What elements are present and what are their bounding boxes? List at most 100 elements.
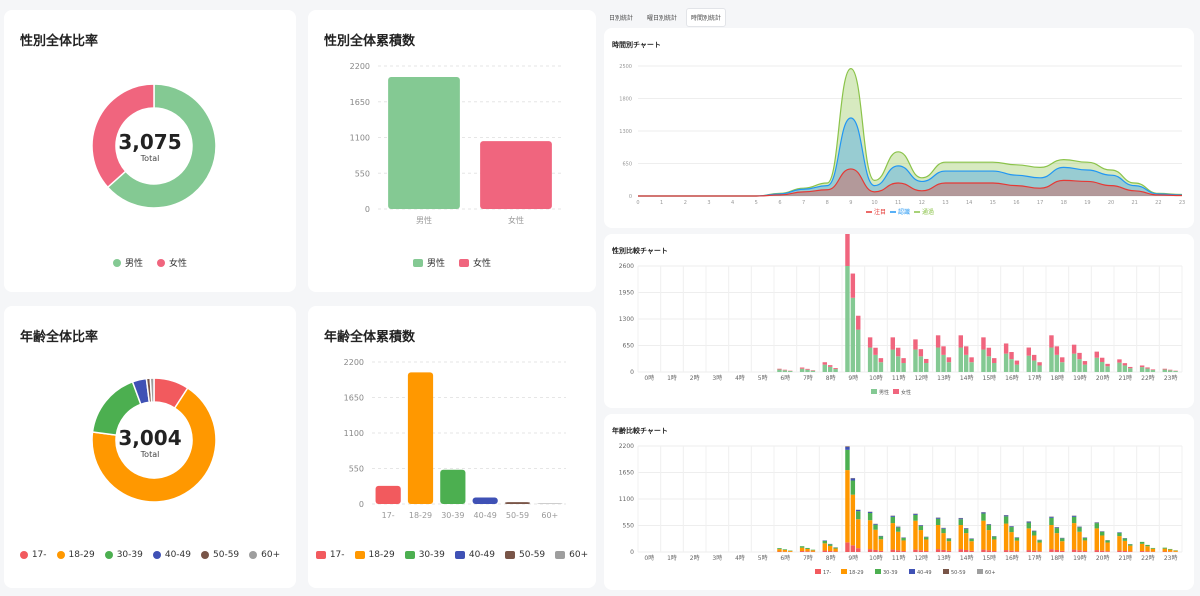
bar-segment[interactable] [1139,551,1145,552]
bar-segment[interactable] [833,368,838,370]
bar-segment[interactable] [918,356,924,372]
bar-segment[interactable] [935,549,941,552]
bar-segment[interactable] [1026,347,1031,356]
series-line[interactable] [638,168,1183,197]
bar-segment[interactable] [845,234,850,266]
bar-segment[interactable] [1128,545,1133,552]
bar-segment[interactable] [918,550,924,552]
bar-segment[interactable] [1099,357,1105,363]
bar-segment[interactable] [946,550,952,552]
bar-segment[interactable] [1031,535,1037,551]
bar-segment[interactable] [1009,359,1014,372]
bar-segment[interactable] [1117,359,1122,363]
bar-segment[interactable] [1145,544,1150,547]
bar-segment[interactable] [1026,528,1031,551]
bar-segment[interactable] [913,514,918,521]
bar-segment[interactable] [1099,362,1105,372]
bar-segment[interactable] [986,550,992,552]
bar-segment[interactable] [1145,546,1150,552]
bar-segment[interactable] [799,367,805,369]
bar-segment[interactable] [1167,548,1173,550]
bar-segment[interactable] [1122,550,1128,552]
bar-segment[interactable] [833,548,838,552]
bar-segment[interactable] [1054,354,1060,372]
bar-segment[interactable] [1014,540,1020,552]
bar-segment[interactable] [777,368,782,370]
bar-segment[interactable] [1139,543,1145,552]
bar-segment[interactable] [822,543,827,551]
bar-segment[interactable] [986,525,992,531]
bar-segment[interactable] [969,362,974,372]
bar-segment[interactable] [1145,367,1150,369]
bar-segment[interactable] [873,529,878,550]
legend-item[interactable]: 40-49 [454,550,495,560]
bar-segment[interactable] [1009,526,1014,528]
bar-segment[interactable] [969,538,974,542]
bar-segment[interactable] [981,349,986,372]
bar-segment[interactable] [1060,357,1065,363]
bar-segment[interactable] [827,366,833,372]
bar-segment[interactable] [1031,531,1037,536]
bar-segment[interactable] [1037,551,1042,552]
bar-segment[interactable] [782,549,788,550]
legend-item[interactable]: 男性 [112,256,143,269]
bar[interactable] [388,77,460,209]
bar-segment[interactable] [963,528,969,530]
bar-segment[interactable] [1037,365,1042,372]
bar-segment[interactable] [799,546,805,548]
bar-segment[interactable] [1082,551,1088,552]
bar-segment[interactable] [1054,549,1060,552]
bar-segment[interactable] [1150,370,1156,372]
bar-segment[interactable] [1122,538,1128,541]
bar-segment[interactable] [878,536,884,540]
bar-segment[interactable] [992,358,997,364]
bar-segment[interactable] [1049,516,1054,518]
bar-segment[interactable] [890,515,895,517]
bar-segment[interactable] [873,549,878,552]
bar-segment[interactable] [958,519,963,526]
bar-segment[interactable] [827,545,833,551]
bar-segment[interactable] [935,518,941,526]
bar-segment[interactable] [878,550,884,552]
legend-label[interactable]: 17- [823,570,831,576]
bar-segment[interactable] [935,335,941,348]
bar-segment[interactable] [1099,550,1105,552]
bar-segment[interactable] [1049,347,1054,372]
bar-segment[interactable] [1071,344,1077,354]
bar-segment[interactable] [1009,532,1014,551]
bar-segment[interactable] [850,545,856,552]
bar-segment[interactable] [1054,533,1060,550]
bar-segment[interactable] [1071,516,1077,524]
bar-segment[interactable] [924,358,929,364]
bar-segment[interactable] [822,550,827,552]
legend-label[interactable]: 男性 [879,389,889,396]
legend-label[interactable]: 30-39 [883,570,898,576]
bar-segment[interactable] [958,335,963,348]
legend-item[interactable]: 18-29 [56,550,95,560]
bar-segment[interactable] [1031,354,1037,361]
bar-segment[interactable] [1162,369,1167,372]
bar-segment[interactable] [969,357,974,363]
bar-segment[interactable] [946,538,952,542]
bar-segment[interactable] [890,516,895,524]
legend-label[interactable]: 注目 [874,208,886,216]
bar-segment[interactable] [1037,540,1042,543]
bar-segment[interactable] [992,551,997,552]
bar-segment[interactable] [867,549,873,552]
tab-daily[interactable]: 日別統計 [604,8,639,27]
bar-segment[interactable] [941,528,946,534]
bar-segment[interactable] [845,542,850,552]
bar-segment[interactable] [895,550,901,552]
bar-segment[interactable] [1099,535,1105,551]
bar-segment[interactable] [986,356,992,372]
bar-segment[interactable] [856,315,861,330]
bar-segment[interactable] [1105,551,1110,552]
bar-segment[interactable] [878,358,884,363]
bar-segment[interactable] [850,273,856,298]
bar-segment[interactable] [1173,550,1178,552]
bar-segment[interactable] [845,266,850,372]
bar-segment[interactable] [1014,360,1020,365]
legend-label[interactable]: 18-29 [849,570,864,576]
bar-segment[interactable] [1060,362,1065,372]
bar-segment[interactable] [913,520,918,550]
